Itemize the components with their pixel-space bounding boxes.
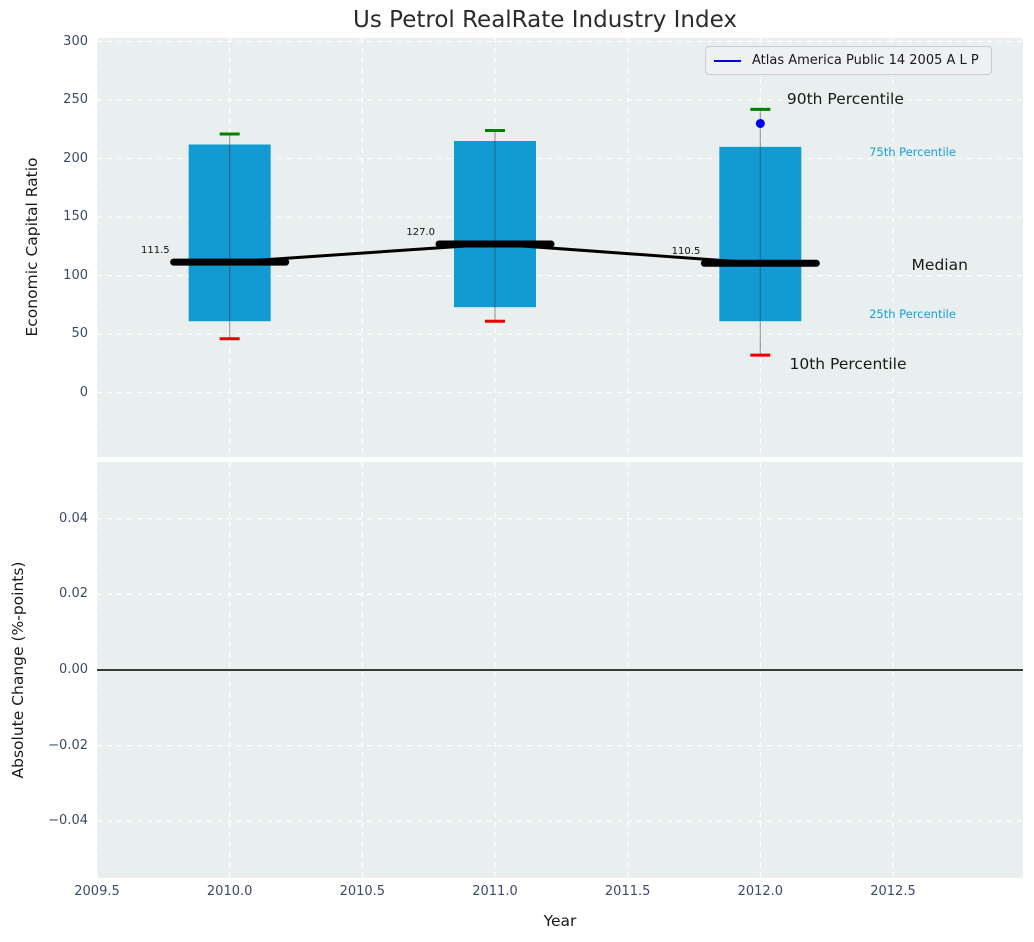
x-tick-label: 2011.5 [604, 884, 651, 899]
y-axis-label-top: Economic Capital Ratio [23, 157, 41, 337]
y-tick-label-bottom: −0.02 [48, 737, 88, 753]
x-tick-label: 2012.5 [870, 884, 916, 899]
legend-label: Atlas America Public 14 2005 A L P [752, 53, 979, 68]
y-tick-label-top: 150 [63, 209, 88, 225]
legend: Atlas America Public 14 2005 A L P [705, 46, 992, 75]
y-tick-label-top: 0 [79, 384, 88, 400]
x-axis-label: Year [543, 912, 577, 930]
annotation-median: Median [911, 256, 968, 275]
x-tick-label: 2010.5 [339, 884, 386, 899]
x-tick-label: 2012.0 [737, 884, 784, 899]
median-value-label: 110.5 [671, 246, 701, 258]
median-value-label: 111.5 [141, 245, 170, 257]
company-point-marker [755, 118, 765, 128]
legend-line-icon [714, 59, 741, 62]
annotation-90th-percentile: 90th Percentile [786, 90, 904, 109]
y-tick-label-top: 200 [63, 150, 88, 166]
top-axes-group [97, 38, 1023, 457]
iqr-box [719, 146, 802, 322]
chart-title: Us Petrol RealRate Industry Index [353, 7, 737, 33]
y-tick-label-bottom: 0.00 [59, 662, 88, 677]
boxplot-group-2010 [188, 132, 271, 341]
median-value-label: 127.0 [406, 226, 435, 238]
x-tick-label: 2009.5 [74, 884, 120, 899]
boxplot-group-2012 [719, 107, 802, 357]
x-tick-label: 2010.0 [206, 884, 253, 899]
annotation-10th-percentile: 10th Percentile [789, 354, 907, 373]
y-tick-label-bottom: 0.02 [59, 586, 88, 602]
annotation-25th-percentile: 25th Percentile [869, 307, 956, 322]
iqr-box [453, 140, 536, 308]
bottom-axes-group [97, 462, 1023, 878]
x-tick-label: 2011.0 [472, 884, 518, 899]
y-tick-label-top: 300 [63, 33, 88, 49]
iqr-box [188, 144, 271, 322]
y-tick-label-top: 100 [63, 267, 88, 283]
annotation-75th-percentile: 75th Percentile [869, 144, 956, 159]
boxplot-group-2011 [453, 128, 536, 323]
y-tick-label-top: 250 [63, 92, 88, 108]
y-tick-label-bottom: −0.04 [48, 813, 88, 829]
y-tick-label-bottom: 0.04 [59, 510, 88, 526]
y-tick-label-top: 50 [71, 326, 88, 342]
